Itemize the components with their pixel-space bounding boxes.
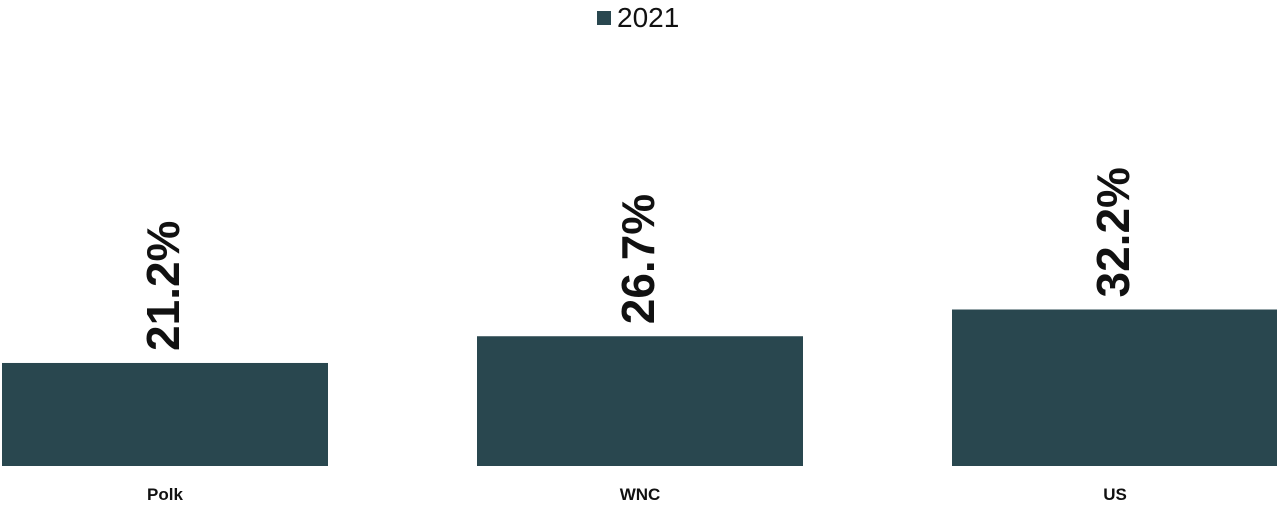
x-tick-label-us: US: [1103, 485, 1127, 504]
data-label-us: 32.2%: [1087, 167, 1139, 297]
bar-wnc: [477, 336, 803, 466]
bar-us: [952, 309, 1277, 466]
legend-label: 2021: [617, 2, 680, 33]
legend-swatch: [597, 11, 611, 25]
x-tick-label-wnc: WNC: [620, 485, 661, 504]
chart-legend: 2021: [597, 2, 679, 34]
x-tick-label-polk: Polk: [147, 485, 183, 504]
data-label-polk: 21.2%: [137, 221, 189, 351]
bar-polk: [2, 362, 328, 466]
data-label-wnc: 26.7%: [612, 194, 664, 324]
